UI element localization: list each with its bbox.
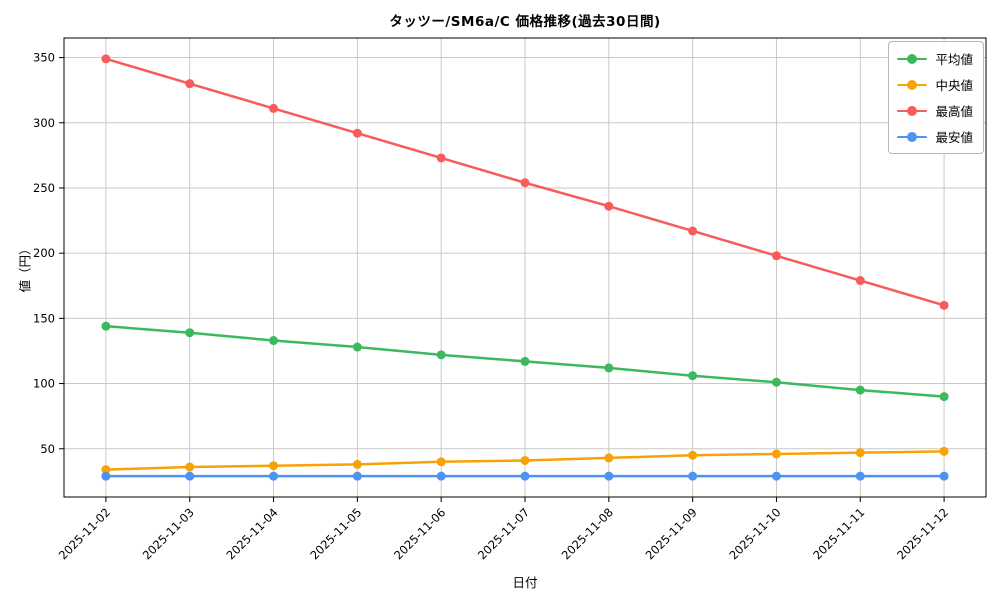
data-point-中央値 [352, 459, 362, 469]
data-point-平均値 [520, 356, 530, 366]
legend-item: 中央値 [897, 75, 973, 94]
x-axis-label: 日付 [512, 575, 538, 590]
legend-line-dot-icon [897, 53, 928, 64]
data-point-中央値 [101, 465, 111, 475]
legend-label: 最高値 [935, 104, 973, 119]
y-axis-label: 値（円） [17, 242, 33, 293]
data-point-最安値 [269, 471, 279, 481]
legend-item: 平均値 [897, 49, 973, 68]
plot-frame [63, 37, 987, 498]
data-point-平均値 [101, 321, 111, 331]
data-point-最高値 [855, 276, 865, 286]
data-point-中央値 [855, 448, 865, 458]
data-point-平均値 [855, 385, 865, 395]
x-tick-label: 2025-11-11 [810, 505, 867, 562]
x-tick-label: 2025-11-05 [307, 505, 364, 562]
data-point-中央値 [771, 449, 781, 459]
data-point-平均値 [688, 371, 698, 381]
y-tick-label: 350 [33, 51, 55, 65]
data-point-最高値 [771, 251, 781, 261]
data-point-中央値 [520, 455, 530, 465]
y-tick-label: 250 [33, 181, 55, 195]
legend-label: 中央値 [935, 78, 973, 93]
chart-title: タッツー/SM6a/C 価格推移(過去30日間) [389, 14, 661, 30]
legend-line-dot-icon [897, 105, 928, 116]
data-point-中央値 [939, 446, 949, 456]
legend-item: 最高値 [897, 101, 973, 120]
x-tick-label: 2025-11-04 [224, 505, 281, 562]
data-point-最高値 [269, 103, 279, 113]
data-point-平均値 [269, 336, 279, 346]
data-point-最高値 [520, 178, 530, 188]
data-point-最安値 [939, 471, 949, 481]
data-point-平均値 [604, 363, 614, 373]
y-tick-label: 100 [33, 377, 55, 391]
legend-item: 最安値 [897, 127, 973, 146]
x-tick-label: 2025-11-03 [140, 505, 197, 562]
data-point-最高値 [604, 201, 614, 211]
legend-label: 最安値 [935, 130, 973, 145]
legend-line-dot-icon [897, 131, 928, 142]
data-point-平均値 [771, 377, 781, 387]
x-tick-label: 2025-11-06 [391, 505, 448, 562]
data-point-平均値 [436, 350, 446, 360]
data-point-中央値 [269, 461, 279, 471]
data-point-最高値 [101, 54, 111, 64]
data-point-中央値 [688, 450, 698, 460]
data-point-最安値 [185, 471, 195, 481]
y-tick-label: 200 [33, 246, 55, 260]
data-point-最安値 [101, 471, 111, 481]
data-point-平均値 [352, 342, 362, 352]
x-tick-label: 2025-11-10 [726, 505, 783, 562]
data-point-最安値 [604, 471, 614, 481]
x-tick-label: 2025-11-12 [894, 505, 951, 562]
x-tick-label: 2025-11-02 [56, 505, 113, 562]
data-point-中央値 [604, 453, 614, 463]
chart-legend: 平均値中央値最高値最安値 [888, 41, 984, 154]
data-point-最安値 [436, 471, 446, 481]
x-tick-label: 2025-11-07 [475, 505, 532, 562]
x-tick-label: 2025-11-09 [643, 505, 700, 562]
data-point-最高値 [185, 79, 195, 89]
data-point-最安値 [855, 471, 865, 481]
data-point-最安値 [352, 471, 362, 481]
legend-label: 平均値 [935, 52, 973, 67]
legend-line-dot-icon [897, 79, 928, 90]
x-tick-label: 2025-11-08 [559, 505, 616, 562]
data-point-最安値 [771, 471, 781, 481]
data-point-平均値 [939, 392, 949, 402]
y-tick-label: 150 [33, 311, 55, 325]
y-tick-label: 300 [33, 116, 55, 130]
data-point-最安値 [688, 471, 698, 481]
y-tick-label: 50 [40, 442, 55, 456]
data-point-最高値 [352, 128, 362, 138]
data-point-最高値 [939, 300, 949, 310]
data-point-平均値 [185, 328, 195, 338]
data-point-最安値 [520, 471, 530, 481]
data-point-中央値 [185, 462, 195, 472]
data-point-中央値 [436, 457, 446, 467]
data-point-最高値 [688, 226, 698, 236]
data-point-最高値 [436, 153, 446, 163]
